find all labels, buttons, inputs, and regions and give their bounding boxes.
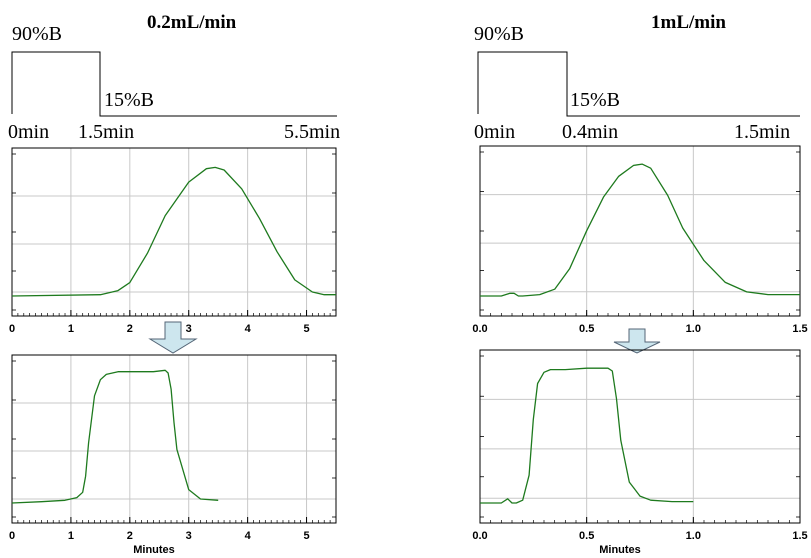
left-down-arrow-icon xyxy=(148,321,198,354)
left-gradient-step-line xyxy=(11,51,337,117)
plot-frame xyxy=(479,349,801,524)
x-tick-label: 3 xyxy=(186,323,192,335)
right-gradient-program: 90%B 1mL/min 15%B 0min 0.4min 1.5min xyxy=(474,12,800,143)
chromatogram-trace xyxy=(11,369,219,504)
x-axis-title: Minutes xyxy=(133,544,175,556)
x-tick-label: 0.5 xyxy=(579,530,594,542)
x-tick-label: 4 xyxy=(245,323,252,335)
chromatogram-trace xyxy=(480,163,800,297)
x-tick-label: 0.5 xyxy=(579,323,594,335)
right-time-step: 0.4min xyxy=(562,121,618,143)
x-tick-label: 1.5 xyxy=(792,323,807,335)
left-bottom-chromatogram: 0 1 2 3 4 5 Minutes xyxy=(9,354,337,556)
x-tick-label: 1.0 xyxy=(686,323,701,335)
x-tick-label: 2 xyxy=(127,530,133,542)
x-tick-label: 5 xyxy=(303,323,309,335)
plot-frame xyxy=(479,145,801,317)
x-axis-title: Minutes xyxy=(599,544,641,556)
right-gradient-step-line xyxy=(477,51,800,117)
plot-frame xyxy=(11,354,337,524)
x-tick-label: 5 xyxy=(303,530,309,542)
x-tick-label: 0 xyxy=(9,530,15,542)
x-tick-label: 1 xyxy=(68,323,74,335)
left-time-end: 5.5min xyxy=(284,121,340,143)
left-low-b-label: 15%B xyxy=(104,89,154,111)
right-down-arrow-icon xyxy=(613,328,661,354)
right-time-start: 0min xyxy=(474,121,515,143)
x-tick-label: 0.0 xyxy=(472,323,487,335)
x-tick-label: 1 xyxy=(68,530,74,542)
plot-frame xyxy=(11,147,337,317)
left-top-chromatogram: 0 1 2 3 4 5 xyxy=(9,147,337,335)
right-time-end: 1.5min xyxy=(734,121,790,143)
left-high-b-label: 90%B xyxy=(12,23,62,45)
left-flow-rate-title: 0.2mL/min xyxy=(147,12,237,33)
right-top-chromatogram: 0.0 0.5 1.0 1.5 xyxy=(472,145,808,335)
x-tick-label: 0.0 xyxy=(472,530,487,542)
right-bottom-chromatogram: 0.0 0.5 1.0 1.5 Minutes xyxy=(472,349,808,556)
chromatogram-trace xyxy=(480,367,694,504)
right-low-b-label: 15%B xyxy=(570,89,620,111)
x-tick-label: 0 xyxy=(9,323,15,335)
x-tick-label: 3 xyxy=(186,530,192,542)
left-time-start: 0min xyxy=(8,121,49,143)
right-flow-rate-title: 1mL/min xyxy=(651,12,726,33)
left-time-step: 1.5min xyxy=(78,121,134,143)
x-tick-label: 4 xyxy=(245,530,252,542)
right-high-b-label: 90%B xyxy=(474,23,524,45)
chromatogram-trace xyxy=(11,166,336,297)
left-gradient-program: 90%B 0.2mL/min 15%B 0min 1.5min 5.5min xyxy=(8,12,340,143)
x-tick-label: 1.0 xyxy=(686,530,701,542)
x-tick-label: 2 xyxy=(127,323,133,335)
x-tick-label: 1.5 xyxy=(792,530,807,542)
